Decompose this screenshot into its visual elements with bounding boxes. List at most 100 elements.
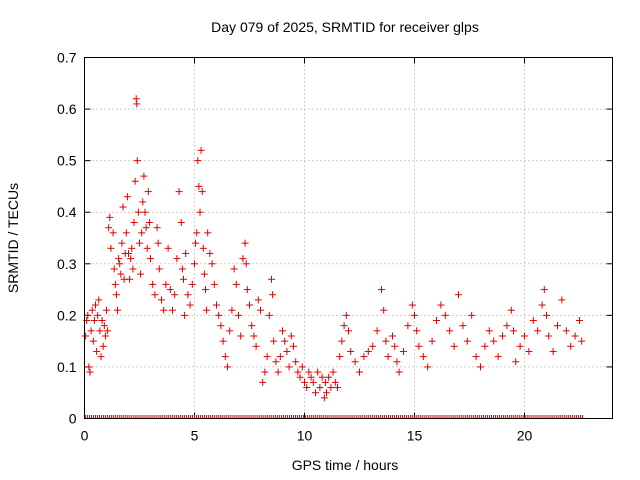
data-point <box>329 368 337 376</box>
data-point <box>298 363 306 371</box>
data-point <box>345 327 352 335</box>
data-point <box>503 322 511 330</box>
data-point <box>126 275 134 283</box>
data-point <box>184 291 192 299</box>
data-point <box>369 342 377 350</box>
data-point <box>549 347 557 355</box>
data-point <box>181 311 189 319</box>
y-tick-label: 0.5 <box>57 153 77 169</box>
axis-ticks: 0 5 10 15 20 0 0.1 0.2 0.3 0.4 0.5 0.6 0.7 <box>57 50 613 444</box>
data-point <box>118 239 126 247</box>
data-point <box>347 347 355 355</box>
data-point <box>327 384 335 392</box>
data-point <box>109 229 117 237</box>
data-point <box>415 342 423 350</box>
data-point <box>85 363 93 371</box>
data-point <box>155 265 163 273</box>
data-point <box>230 265 238 273</box>
data-point <box>287 332 295 340</box>
data-point <box>125 249 132 257</box>
data-point <box>105 224 113 232</box>
data-point <box>103 306 110 314</box>
data-point <box>364 347 372 355</box>
y-tick-label: 0.2 <box>57 307 77 323</box>
data-point <box>239 255 247 263</box>
data-point <box>259 378 267 386</box>
data-point <box>314 368 322 376</box>
data-point <box>228 306 236 314</box>
x-tick-label: 10 <box>297 428 313 444</box>
data-point <box>307 373 315 381</box>
data-point <box>529 317 537 325</box>
data-point <box>193 229 201 237</box>
data-point <box>360 353 368 361</box>
data-point <box>382 337 390 345</box>
data-point <box>158 296 165 304</box>
data-point <box>203 306 211 314</box>
data-point <box>294 368 302 376</box>
data-point <box>138 229 146 237</box>
data-point <box>206 249 214 257</box>
data-point <box>261 368 269 376</box>
data-point <box>221 353 229 361</box>
data-point <box>408 301 416 309</box>
data-point <box>540 286 548 294</box>
y-tick-label: 0.7 <box>57 50 77 66</box>
y-axis-label: SRMTID / TECUs <box>5 183 21 293</box>
data-point <box>196 208 204 216</box>
data-point <box>90 317 98 325</box>
data-point <box>250 332 258 340</box>
data-point <box>485 327 493 335</box>
data-point <box>446 327 454 335</box>
data-point <box>164 244 172 252</box>
data-point <box>235 311 242 319</box>
data-point <box>175 188 183 196</box>
data-point <box>97 353 105 361</box>
data-point <box>378 286 385 294</box>
data-point <box>285 363 293 371</box>
data-point <box>576 317 583 325</box>
data-point <box>92 301 99 309</box>
data-point <box>242 260 250 268</box>
data-point <box>129 265 137 273</box>
data-point <box>197 146 205 154</box>
data-point <box>395 368 403 376</box>
x-tick-label: 5 <box>191 428 199 444</box>
data-point <box>116 260 124 268</box>
data-point <box>571 332 579 340</box>
data-point <box>252 342 260 350</box>
data-point <box>182 249 190 257</box>
data-point <box>340 322 348 330</box>
data-point <box>391 342 399 350</box>
data-point <box>468 311 476 319</box>
data-point <box>202 286 209 294</box>
data-point <box>114 306 121 314</box>
data-point <box>516 342 524 350</box>
data-point <box>186 301 194 309</box>
data-point <box>481 342 489 350</box>
data-point <box>123 193 131 201</box>
data-point <box>499 332 506 340</box>
data-point <box>534 327 542 335</box>
data-point <box>215 311 223 319</box>
data-point <box>351 358 359 366</box>
data-point <box>106 213 114 221</box>
data-point <box>283 347 291 355</box>
data-point <box>419 353 427 361</box>
data-point <box>510 327 517 335</box>
data-point <box>82 332 90 340</box>
y-tick-label: 0.3 <box>57 256 77 272</box>
data-point <box>428 337 436 345</box>
data-point <box>567 342 575 350</box>
data-point <box>87 327 95 335</box>
data-point <box>578 337 586 345</box>
data-point <box>312 389 319 397</box>
data-point <box>338 337 346 345</box>
data-point <box>276 353 284 361</box>
data-point <box>226 327 234 335</box>
data-point <box>110 265 118 273</box>
data-point <box>134 208 142 216</box>
data-point <box>130 219 138 227</box>
data-point <box>145 219 153 227</box>
data-point <box>111 280 119 288</box>
